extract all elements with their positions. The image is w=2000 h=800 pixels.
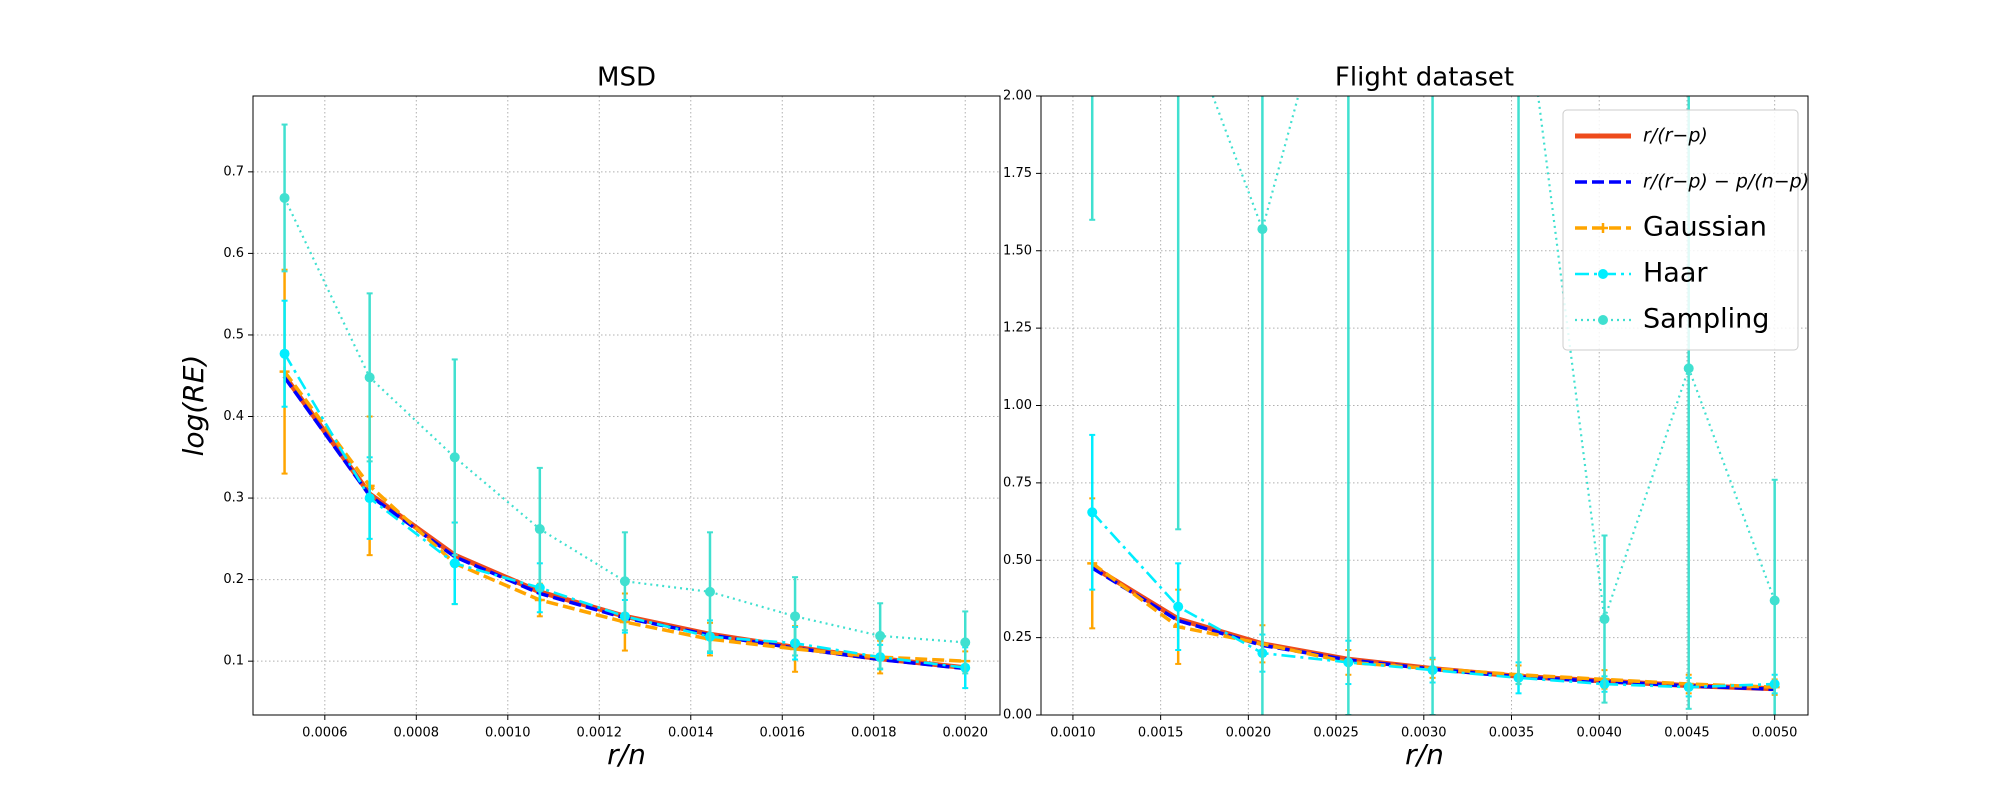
legend-marker [1598, 315, 1608, 325]
legend-label: r/(r−p) [1643, 125, 1708, 147]
series-line [283, 370, 966, 663]
series-line [1091, 511, 1775, 689]
marker [364, 493, 375, 504]
x-tick-label: 0.0010 [1050, 726, 1096, 741]
y-tick-label: 0.75 [1003, 475, 1032, 490]
y-tick-label: 1.25 [1003, 321, 1032, 336]
chart-title: Flight dataset [1335, 63, 1514, 93]
x-tick-label: 0.0006 [302, 726, 348, 741]
marker [279, 348, 290, 359]
y-tick-label: 1.50 [1003, 243, 1032, 258]
y-tick-label: 0.00 [1003, 708, 1032, 723]
y-tick-label: 0.5 [223, 327, 244, 342]
marker [1683, 363, 1694, 374]
x-axis-label: r/n [607, 738, 646, 771]
marker [364, 372, 375, 383]
x-axis-label: r/n [1405, 738, 1444, 771]
marker [1257, 224, 1268, 235]
plot-area [1087, 0, 1780, 715]
axes-frame [1040, 95, 1809, 716]
x-tick-label: 0.0050 [1752, 726, 1798, 741]
x-tick-label: 0.0016 [760, 726, 806, 741]
legend-label: r/(r−p) − p/(n−p) [1643, 171, 1809, 193]
subplot: 0.0006 0.0008 0.0010 0.0012 0.0014 0.0016 0.00… [177, 63, 1001, 771]
y-axis-label: log(RE) [177, 355, 210, 457]
x-tick-label: 0.0015 [1138, 726, 1184, 741]
marker [1173, 0, 1183, 8]
y-tick-label: 2.00 [1003, 89, 1032, 104]
x-tick-label: 0.0040 [1576, 726, 1622, 741]
x-tick-label: 0.0010 [485, 726, 531, 741]
marker [875, 630, 886, 641]
x-tick-label: 0.0045 [1664, 726, 1710, 741]
error-bar [1345, 96, 1352, 715]
plot-area [279, 123, 971, 690]
x-tick-label: 0.0035 [1489, 726, 1535, 741]
y-tick-label: 0.2 [223, 572, 244, 587]
subplot: 0.0010 0.0015 0.0020 0.0025 0.0030 0.0035 0.00… [1003, 0, 1809, 772]
legend-label: Gaussian [1643, 212, 1767, 243]
error-bar [1089, 96, 1096, 221]
legend-label: Sampling [1643, 304, 1769, 335]
marker [619, 576, 630, 587]
error-bar [1515, 96, 1522, 686]
marker [1087, 507, 1098, 518]
axes-frame [252, 95, 1001, 716]
marker [534, 524, 545, 535]
y-tick-label: 0.7 [223, 164, 244, 179]
y-tick-label: 0.50 [1003, 553, 1032, 568]
y-tick-label: 1.75 [1003, 166, 1032, 181]
marker [449, 558, 460, 569]
x-tick-label: 0.0030 [1401, 726, 1447, 741]
y-tick-label: 0.4 [223, 409, 244, 424]
y-tick-label: 1.00 [1003, 398, 1032, 413]
marker [1599, 614, 1610, 625]
marker [960, 637, 971, 648]
x-tick-label: 0.0025 [1313, 726, 1359, 741]
x-tick-label: 0.0020 [942, 726, 988, 741]
legend-marker [1598, 269, 1608, 279]
x-tick-label: 0.0012 [577, 726, 623, 741]
x-tick-label: 0.0008 [394, 726, 440, 741]
legend-marker [1598, 223, 1608, 233]
chart-title: MSD [597, 63, 656, 93]
error-bar [1261, 96, 1264, 715]
x-tick-label: 0.0018 [851, 726, 897, 741]
marker [1769, 595, 1780, 606]
y-tick-label: 0.3 [223, 491, 244, 506]
legend-label: Haar [1643, 258, 1708, 289]
legend-box [1562, 109, 1799, 351]
error-bar [1429, 96, 1436, 715]
marker [790, 611, 801, 622]
x-tick-label: 0.0020 [1226, 726, 1272, 741]
y-tick-label: 0.6 [223, 246, 244, 261]
legend: r/(r−p) r/(r−p) − p/(n−p) Gaussian Haar Samp… [1562, 109, 1809, 351]
marker [279, 192, 290, 203]
x-tick-label: 0.0014 [668, 726, 714, 741]
marker [449, 452, 460, 463]
error-bar [1175, 96, 1182, 531]
marker [704, 586, 715, 597]
y-tick-label: 0.25 [1003, 630, 1032, 645]
y-tick-label: 0.1 [223, 654, 244, 669]
marker [1173, 601, 1184, 612]
